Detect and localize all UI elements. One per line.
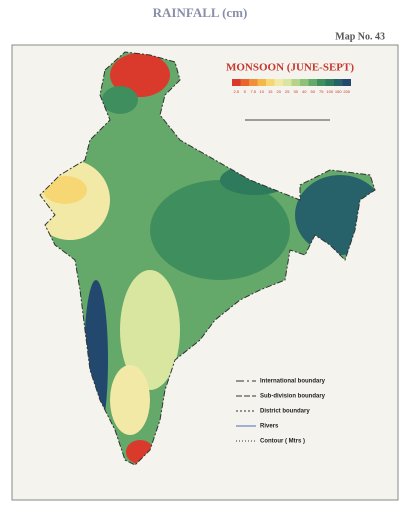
legend-box [232,372,347,450]
scale-swatch [240,79,249,86]
scale-label: 40 [302,89,307,94]
scale-label: 15 [268,89,273,94]
scale-label: 50 [311,89,316,94]
legend: International boundary Sub-division bound… [236,379,326,445]
scale-swatch [308,79,317,86]
map-number: Map No. 43 [335,31,385,42]
scale-label: 10 [260,89,265,94]
legend-label: Sub-division boundary [260,394,326,400]
legend-label: District boundary [260,409,310,415]
color-scale: 2.5 5 7.5 10 15 20 25 30 40 50 75 100 150 200 [232,79,351,94]
scale-swatch [249,79,258,86]
scale-swatch [266,79,275,86]
scale-swatch [232,79,241,86]
scale-label: 30 [294,89,299,94]
map-title: MONSOON (JUNE-SEPT) [226,62,354,74]
scale-swatch [283,79,292,86]
scale-label: 7.5 [250,89,256,94]
scale-swatch [300,79,309,86]
scale-swatch [317,79,326,86]
scale-label: 2.5 [233,89,239,94]
scale-label: 150 [335,89,342,94]
scale-label: 5 [244,89,247,94]
scale-label: 100 [326,89,333,94]
page-title: RAINFALL (cm) [153,5,248,20]
scale-swatch [274,79,283,86]
scale-swatch [325,79,334,86]
scale-swatch [334,79,343,86]
india-outline [39,51,376,466]
scale-label: 25 [285,89,290,94]
legend-label: Rivers [260,424,279,430]
legend-label: Contour ( Mtrs ) [260,439,305,445]
scale-swatch [342,79,351,86]
legend-label: International boundary [260,379,326,385]
scale-label: 75 [319,89,324,94]
scale-swatch [257,79,266,86]
scale-swatch [291,79,300,86]
scale-label: 200 [343,89,350,94]
scale-label: 20 [277,89,282,94]
